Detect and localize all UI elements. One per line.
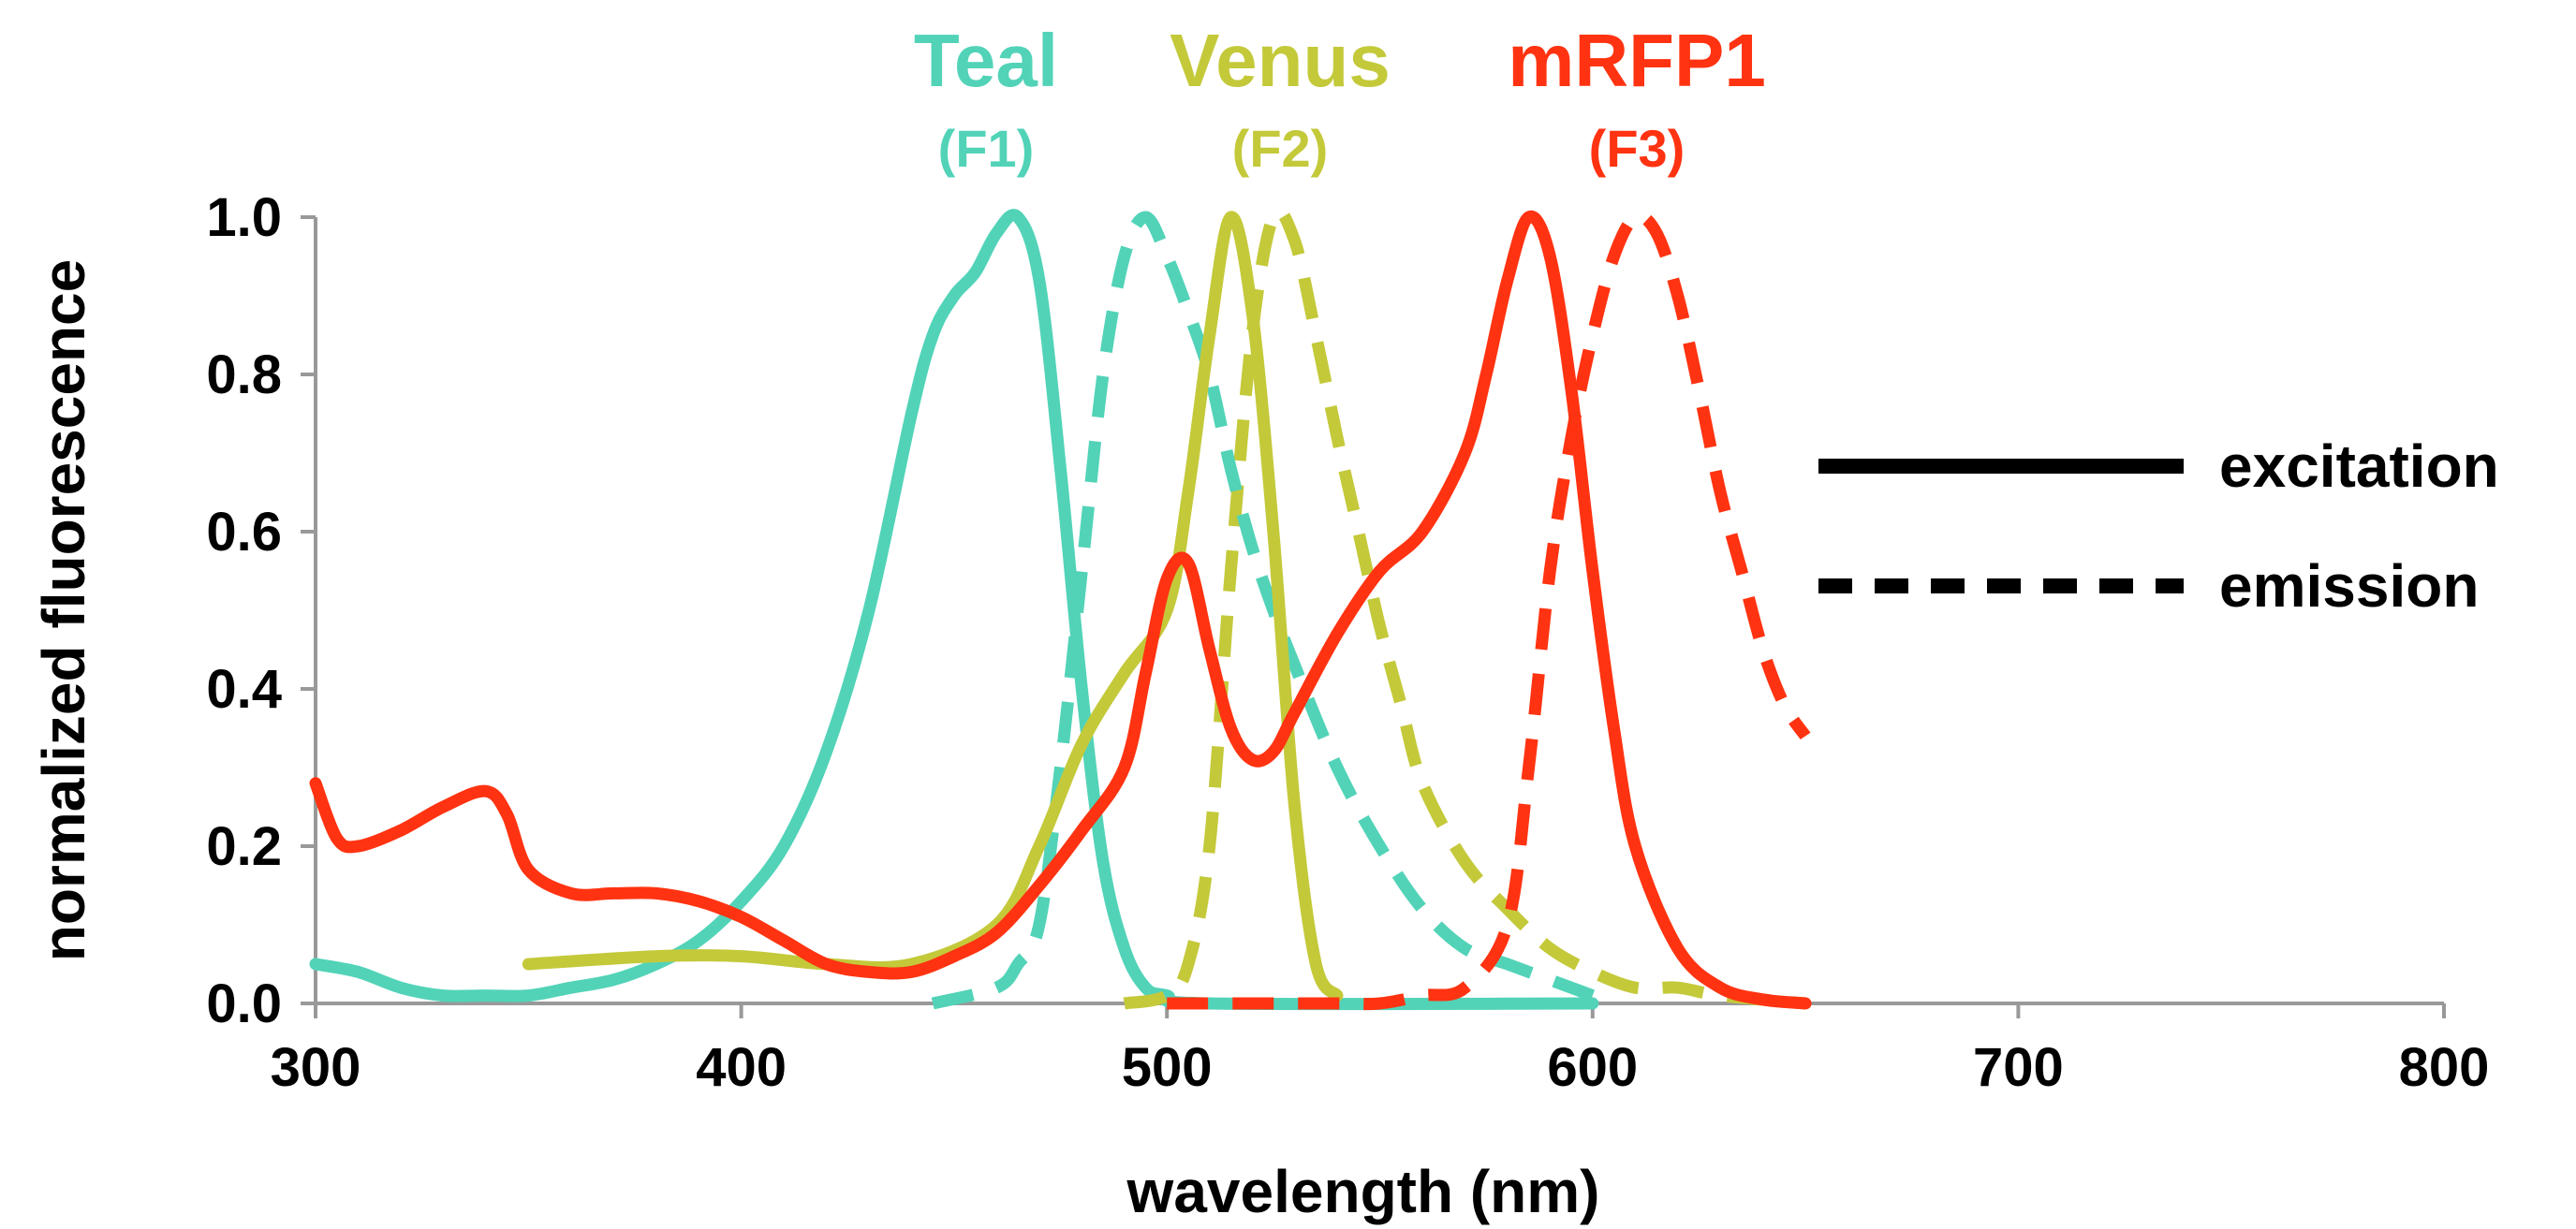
series-line-venus-emission bbox=[1123, 205, 1806, 1010]
legend: excitation emission bbox=[1818, 432, 2499, 620]
y-tick-label: 0.2 bbox=[206, 816, 282, 877]
y-tick-label: 0.4 bbox=[206, 659, 282, 720]
fluorophore-name-mrfp1: mRFP1 bbox=[1508, 19, 1766, 102]
legend-label-excitation: excitation bbox=[2219, 432, 2499, 500]
x-axis-title: wavelength (nm) bbox=[1126, 1158, 1600, 1225]
series-line-mrfp1-emission bbox=[1167, 210, 1811, 1011]
y-axis-title: normalized fluorescence bbox=[30, 259, 97, 961]
ticks: 300 400 500 600 700 800 0.0 0.2 0.4 0.6 0.8 1.0 bbox=[206, 187, 2489, 1098]
x-tick-label: 800 bbox=[2399, 1037, 2490, 1098]
fluorophore-name-venus: Venus bbox=[1170, 19, 1391, 102]
x-tick-label: 600 bbox=[1547, 1037, 1638, 1098]
fluorophore-code-teal: (F1) bbox=[938, 119, 1035, 178]
y-tick-label: 0.0 bbox=[206, 973, 282, 1034]
series-line-mrfp1-excitation bbox=[309, 211, 1812, 1010]
spectra-series bbox=[309, 205, 1812, 1011]
fluorophore-labels: Teal (F1) Venus (F2) mRFP1 (F3) bbox=[914, 19, 1766, 178]
fluorophore-code-mrfp1: (F3) bbox=[1589, 119, 1685, 178]
fluorophore-name-teal: Teal bbox=[914, 19, 1058, 102]
legend-label-emission: emission bbox=[2219, 552, 2479, 620]
y-tick-label: 0.8 bbox=[206, 344, 282, 405]
x-tick-label: 500 bbox=[1122, 1037, 1213, 1098]
x-tick-label: 400 bbox=[696, 1037, 787, 1098]
y-tick-label: 0.6 bbox=[206, 502, 282, 563]
fluorophore-code-venus: (F2) bbox=[1232, 119, 1329, 178]
series-line-teal-excitation bbox=[309, 209, 1599, 1011]
y-tick-label: 1.0 bbox=[206, 187, 282, 248]
x-tick-label: 700 bbox=[1973, 1037, 2064, 1098]
x-tick-label: 300 bbox=[271, 1037, 361, 1098]
